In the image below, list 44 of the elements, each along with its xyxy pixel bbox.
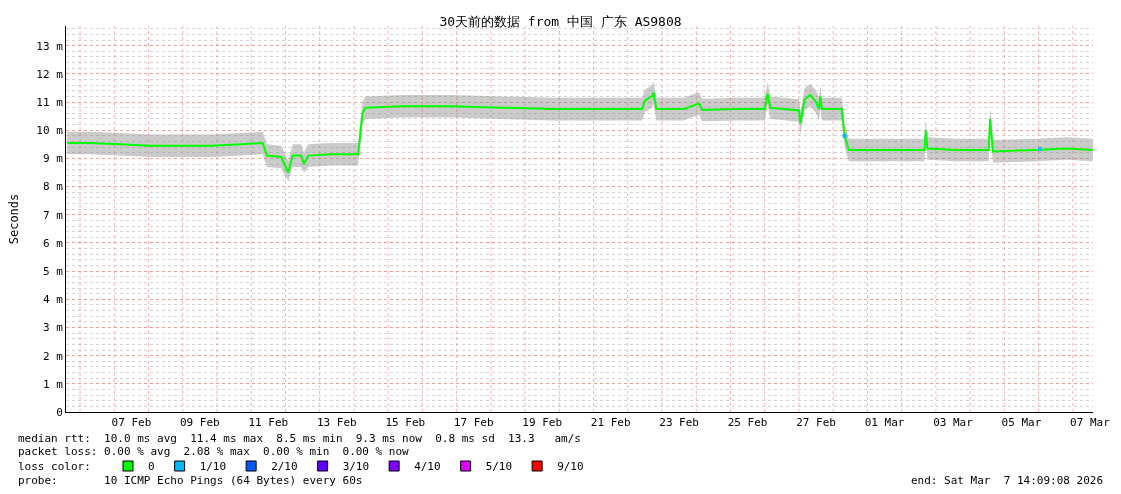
y-tick-label: 13 m: [36, 39, 64, 53]
x-tick-label: 27 Feb: [796, 416, 836, 430]
x-tick-label: 15 Feb: [385, 416, 426, 430]
y-tick-label: 8 m: [42, 180, 64, 194]
text: packet loss: 0.00 % avg 2.08 % max 0.00 % min 0.00 % now: [18, 445, 410, 458]
legend-label: 1/10: [199, 460, 227, 474]
y-tick-label: 2 m: [42, 349, 64, 363]
y-tick-label: 10 m: [36, 124, 64, 138]
y-tick-label: 4 m: [42, 293, 64, 307]
line-series: [66, 91, 1093, 174]
legend-label: 4/10: [414, 460, 441, 474]
chart-title: 30天前的数据 from 中国 广东 AS9808: [439, 13, 682, 29]
x-tick-label: 03 Mar: [933, 416, 974, 430]
y-tick-label: 11 m: [36, 95, 64, 109]
x-tick-label: 13 Feb: [316, 416, 357, 430]
x-tick-label: 01 Mar: [864, 416, 905, 430]
y-tick-label: 6 m: [42, 236, 64, 250]
text: probe: 10 ICMP Echo Pings (64 Bytes) every 60s: [18, 474, 363, 487]
text: loss color:: [18, 460, 91, 473]
legend-label: 2/10: [271, 460, 298, 474]
y-tick-label: 9 m: [42, 152, 64, 166]
y-tick-label: 1 m: [42, 377, 64, 391]
y-tick-label: 0: [56, 405, 63, 419]
legend-label: 3/10: [342, 460, 370, 474]
x-tick-label: 25 Feb: [727, 416, 768, 430]
x-tick-label: 07 Mar: [1070, 416, 1111, 430]
y-axis-title: Seconds: [6, 193, 21, 245]
x-tick-label: 05 Mar: [1001, 416, 1042, 430]
x-tick-label: 19 Feb: [522, 416, 563, 430]
x-tick-label: 11 Feb: [248, 416, 289, 430]
legend-label: 9/10: [557, 460, 584, 474]
x-tick-label: 17 Feb: [453, 416, 494, 430]
x-tick-label: 07 Feb: [111, 416, 152, 430]
y-tick-label: 12 m: [36, 67, 64, 81]
x-tick-label: 09 Feb: [179, 416, 220, 430]
y-tick-label: 3 m: [42, 321, 64, 335]
y-tick-label: 5 m: [42, 264, 64, 278]
x-tick-label: 21 Feb: [590, 416, 631, 430]
text: median rtt: 10.0 ms avg 11.4 ms max 8.5 ms min 9.3 ms now 0.8 ms sd 13.3 am/s: [18, 432, 581, 445]
legend-label: 5/10: [485, 460, 513, 474]
x-tick-label: 23 Feb: [659, 416, 700, 430]
y-tick-label: 7 m: [42, 208, 64, 222]
text: end: Sat Mar 7 14:09:08 2026: [911, 474, 1104, 487]
legend-label: 0: [148, 460, 155, 474]
